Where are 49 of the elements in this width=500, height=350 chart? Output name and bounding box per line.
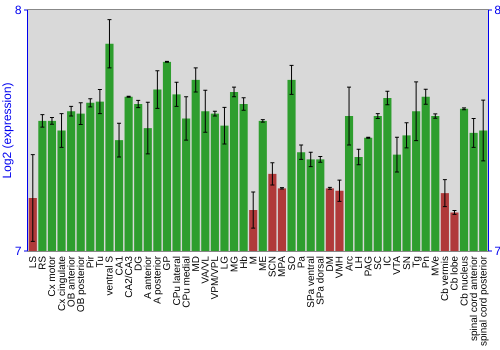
x-tick-label: OB posterior — [76, 255, 87, 312]
x-tick-label: LG — [220, 256, 231, 270]
x-tick-label: Cb nucleus — [459, 256, 470, 306]
x-tick-label: Pa — [296, 256, 308, 268]
x-tick-label: SCN — [268, 256, 279, 278]
x-tick-label: LS — [28, 256, 40, 268]
x-tick-label: IC — [382, 256, 394, 266]
x-tick-label: DG — [133, 256, 144, 271]
x-tick-label: spinal cord posterior — [478, 255, 490, 346]
x-tick-label: GP — [162, 256, 174, 270]
x-tick-label: Cb vermis — [440, 256, 452, 302]
x-tick-label: ME — [258, 256, 270, 271]
x-tick-label: Pn — [420, 256, 432, 268]
x-tick-label: MD — [190, 256, 202, 272]
x-tick-label: CPu medial — [181, 256, 192, 308]
x-tick-label: RS — [38, 256, 49, 270]
x-tick-label: ventral S — [104, 256, 116, 296]
x-tick-label: DM — [325, 256, 336, 272]
x-tick-label: VPM/VPL — [210, 256, 222, 300]
x-tick-label: Cx cingulate — [56, 256, 68, 312]
x-tick-label: Tu — [95, 256, 106, 268]
x-tick-label: Arc — [344, 256, 356, 271]
x-tick-label: SO — [286, 256, 298, 270]
x-tick-label: Pir — [86, 255, 97, 268]
x-tick-label: PAG — [363, 256, 374, 276]
x-tick-label: LH — [354, 256, 365, 269]
x-tick-label: A anterior — [143, 255, 154, 299]
x-tick-label: Hb — [238, 256, 250, 269]
x-tick-label: Cb lobe — [450, 256, 461, 290]
x-tick-label: VTA — [392, 256, 404, 275]
x-tick-label: CA1 — [114, 256, 126, 276]
x-tick-label: MG — [229, 256, 240, 272]
x-tick-label: OB anterior — [66, 255, 78, 308]
x-tick-label: MVe — [430, 256, 442, 276]
x-tick-label: Tg — [411, 256, 422, 268]
x-tick-label: MPA — [277, 256, 288, 277]
x-tick-label: M — [248, 256, 260, 264]
x-tick-label: SC — [373, 256, 384, 270]
x-tick-label: CPu lateral — [172, 256, 183, 306]
x-tick-label: VMH — [334, 256, 346, 278]
x-tick-label: Cx motor — [47, 255, 58, 297]
y-axis-title: Log2 (expression) — [0, 82, 14, 179]
x-tick-label: SPa ventral — [306, 256, 317, 308]
x-tick-label: VA/VL — [200, 256, 212, 284]
x-tick-label: SPa dorsal — [316, 256, 327, 305]
x-tick-label: A posterior — [152, 255, 164, 304]
x-tick-label: spinal cord anterior — [468, 255, 480, 342]
x-tick-label: CA2/CA3 — [124, 256, 135, 298]
x-tick-label: SN — [402, 256, 413, 270]
